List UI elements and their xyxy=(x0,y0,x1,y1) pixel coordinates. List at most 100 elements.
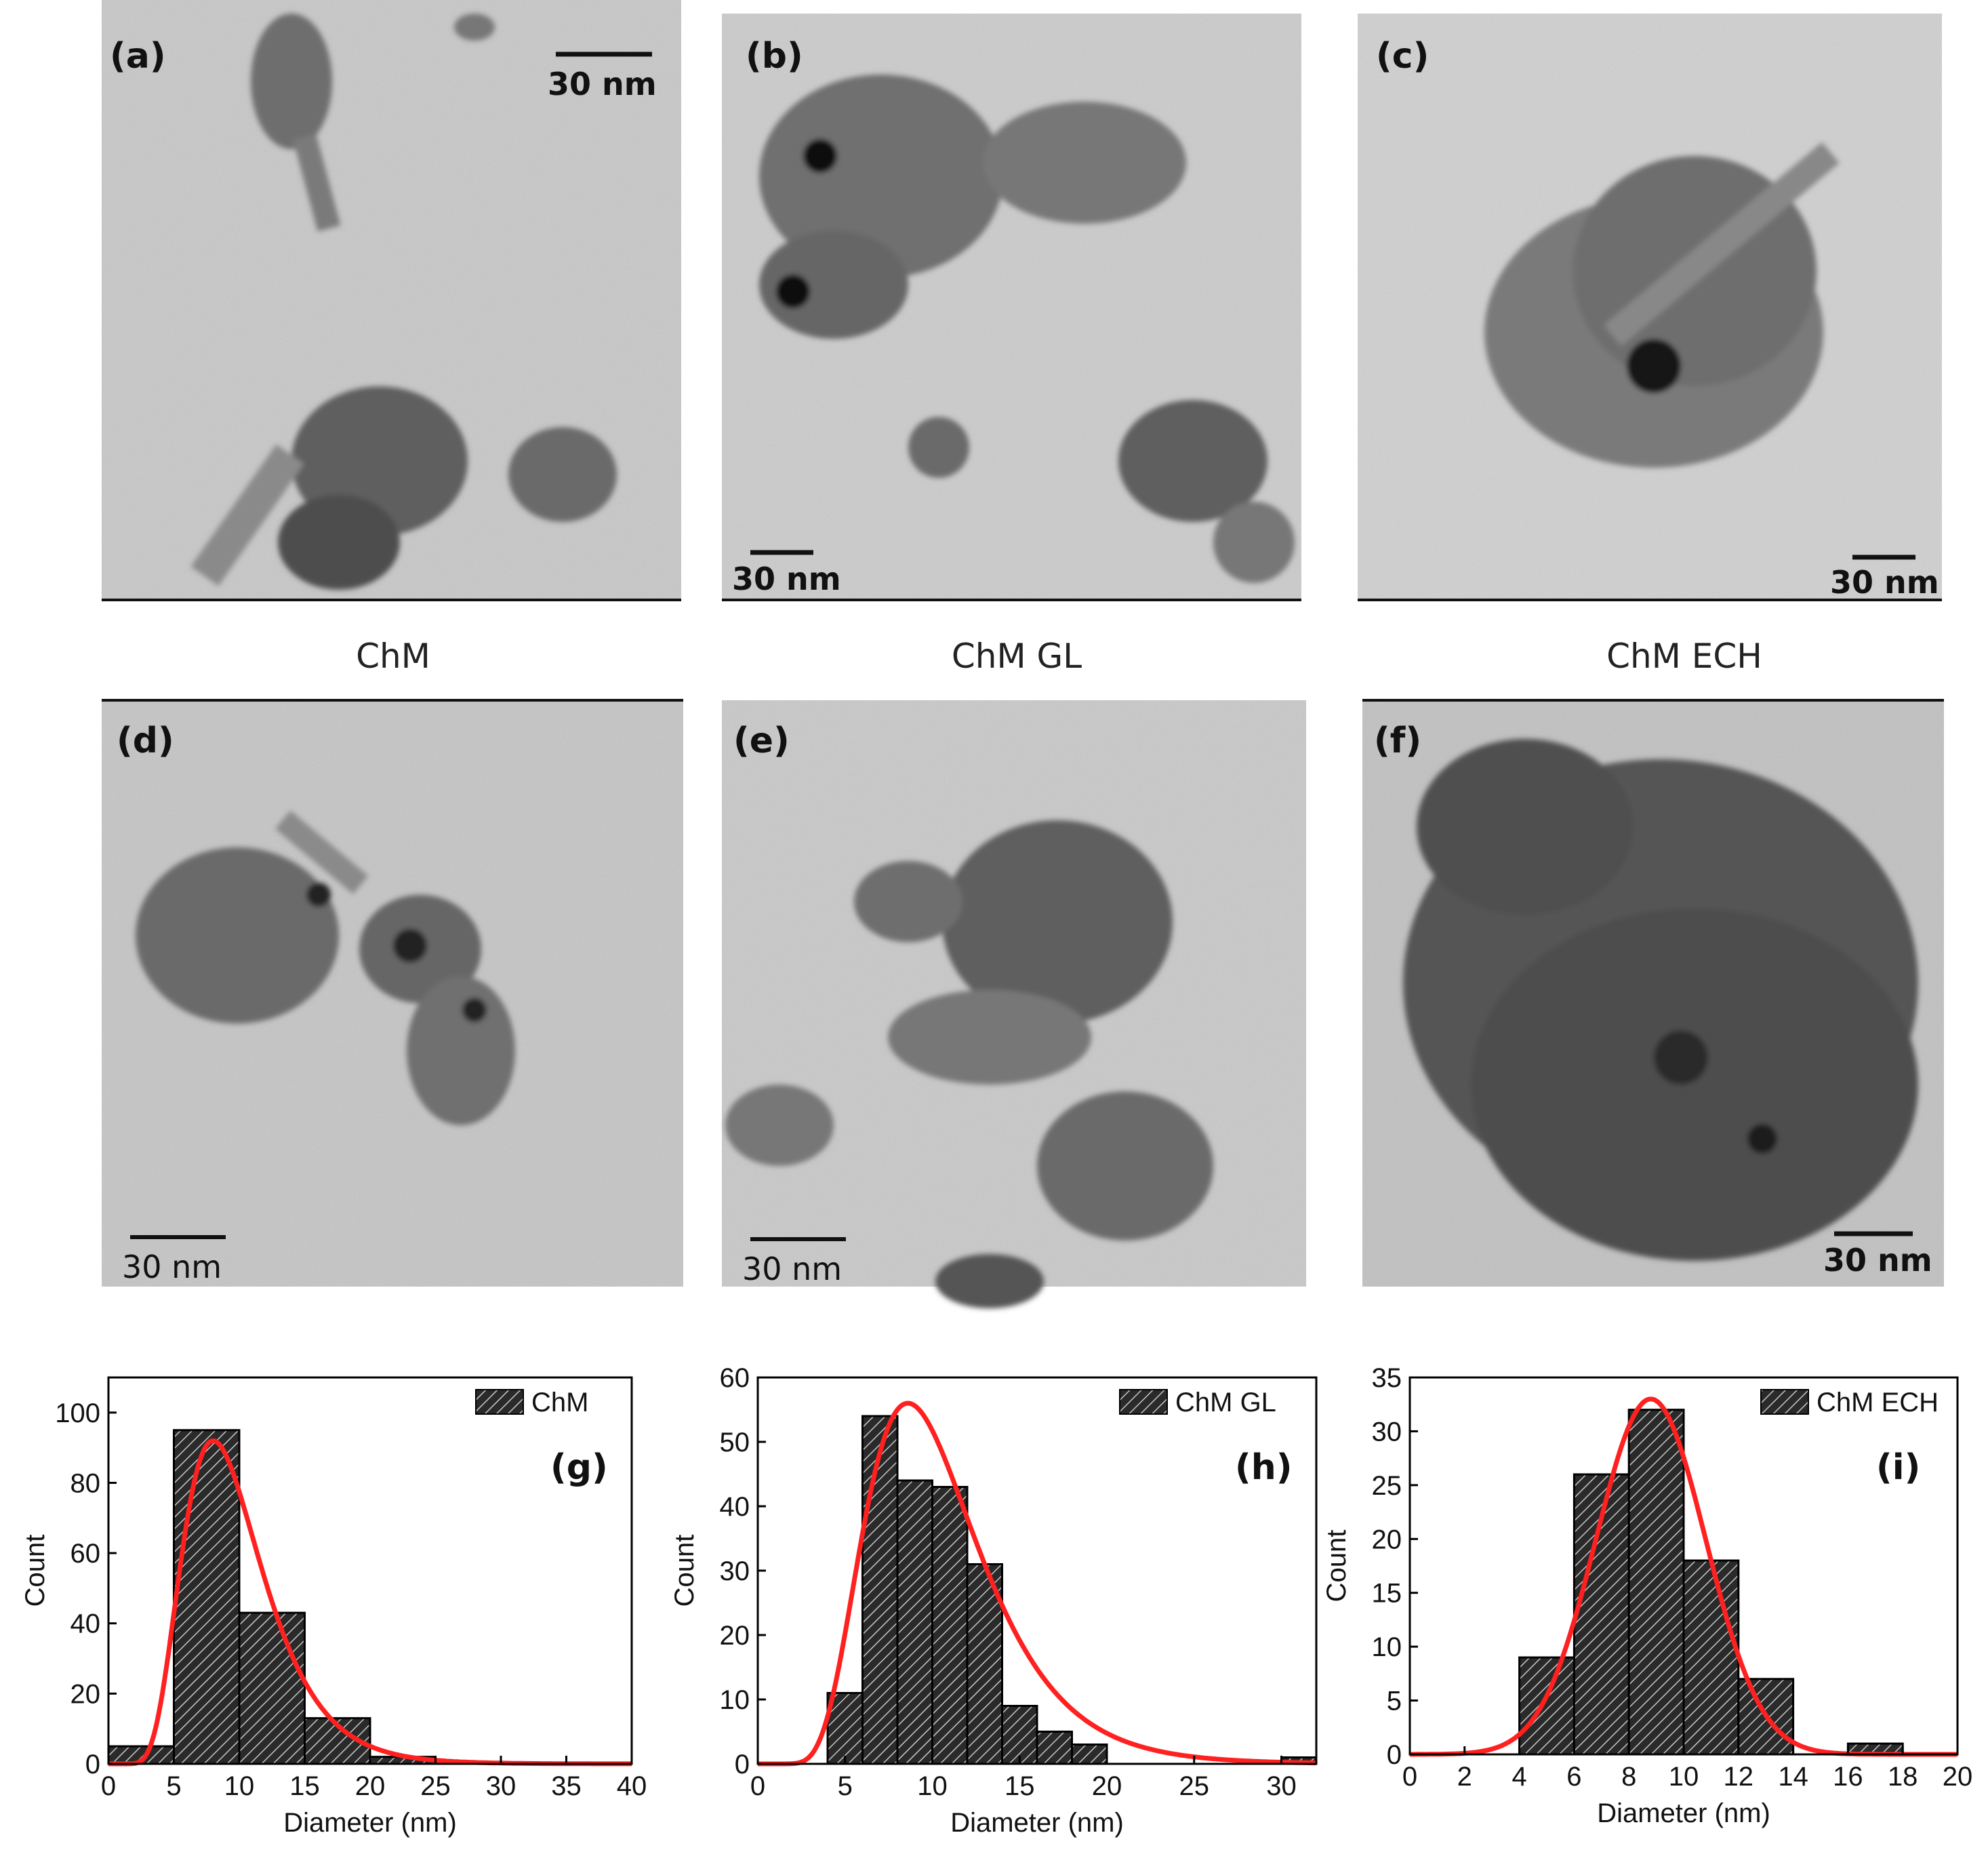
y-tick-label: 20 xyxy=(70,1679,101,1709)
x-tick-label: 30 xyxy=(1266,1771,1297,1801)
particle-cluster xyxy=(136,810,515,1125)
y-tick-label: 10 xyxy=(1372,1632,1402,1662)
panel-label: (b) xyxy=(746,36,803,77)
particle-cluster xyxy=(725,820,1213,1308)
histogram-chart-chm-gl: 0 5 10 15 20 25 30 0 10 20 30 40 50 60 Diameter (nm) Co… xyxy=(670,1363,1318,1838)
x-axis-label: Diameter (nm) xyxy=(1597,1798,1770,1828)
x-axis-label: Diameter (nm) xyxy=(283,1808,457,1838)
x-tick-label: 16 xyxy=(1833,1762,1863,1792)
tem-panel-d: (d) 30 nm xyxy=(102,699,683,1287)
x-tick-label: 10 xyxy=(1669,1762,1699,1792)
scale-label: 30 nm xyxy=(1823,1242,1932,1278)
x-tick-label: 20 xyxy=(1092,1771,1122,1801)
x-tick-label: 15 xyxy=(289,1771,320,1801)
particle-cluster xyxy=(190,14,617,590)
tem-panel-f: (f) 30 nm xyxy=(1362,699,1944,1287)
x-tick-label: 6 xyxy=(1566,1762,1581,1792)
particle-cluster xyxy=(1403,739,1918,1261)
x-tick-label: 5 xyxy=(838,1771,853,1801)
x-tick-label: 25 xyxy=(420,1771,451,1801)
tem-panel-c: (c) 30 nm xyxy=(1358,14,1942,601)
x-tick-label: 20 xyxy=(1943,1762,1973,1792)
chart-panel-label: (i) xyxy=(1876,1447,1920,1488)
scale-label: 30 nm xyxy=(122,1249,222,1285)
x-tick-label: 30 xyxy=(486,1771,516,1801)
y-tick-label: 80 xyxy=(70,1468,101,1498)
y-tick-label: 20 xyxy=(720,1621,750,1651)
x-tick-label: 15 xyxy=(1005,1771,1035,1801)
histogram-bar xyxy=(1518,1656,1575,1756)
y-tick-label: 20 xyxy=(1372,1525,1402,1554)
x-tick-label: 14 xyxy=(1778,1762,1808,1792)
x-tick-label: 5 xyxy=(166,1771,181,1801)
legend-label: ChM GL xyxy=(1175,1388,1276,1417)
scale-label: 30 nm xyxy=(548,66,657,102)
legend-swatch xyxy=(1119,1389,1168,1415)
histogram-bar xyxy=(1682,1559,1740,1756)
panel-label: (f) xyxy=(1374,721,1421,761)
y-tick-label: 0 xyxy=(85,1750,100,1779)
y-tick-label: 0 xyxy=(735,1750,750,1779)
x-tick-label: 40 xyxy=(617,1771,647,1801)
x-tick-label: 2 xyxy=(1457,1762,1472,1792)
scale-label: 30 nm xyxy=(732,561,841,597)
histogram-chart-chm-ech: 0 2 4 6 8 10 12 14 16 18 20 0 5 10 15 20 25 30 35 Diameter … xyxy=(1322,1363,1972,1828)
caption-chm-gl: ChM GL xyxy=(952,637,1082,676)
x-tick-label: 8 xyxy=(1621,1762,1636,1792)
x-tick-label: 0 xyxy=(101,1771,116,1801)
y-tick-label: 60 xyxy=(70,1539,101,1569)
panel-label: (d) xyxy=(117,721,174,761)
histogram-bar xyxy=(1001,1705,1038,1765)
y-tick-label: 5 xyxy=(1387,1687,1402,1716)
y-tick-label: 40 xyxy=(720,1492,750,1522)
x-tick-label: 18 xyxy=(1888,1762,1918,1792)
panel-label: (c) xyxy=(1376,36,1429,77)
x-tick-label: 10 xyxy=(224,1771,255,1801)
y-tick-label: 35 xyxy=(1372,1363,1402,1393)
x-tick-label: 0 xyxy=(750,1771,765,1801)
y-tick-label: 100 xyxy=(55,1398,100,1428)
particle-cluster xyxy=(759,75,1295,583)
legend-label: ChM ECH xyxy=(1817,1388,1939,1417)
y-tick-label: 15 xyxy=(1372,1579,1402,1609)
caption-chm-ech: ChM ECH xyxy=(1606,637,1762,676)
tem-panel-b: (b) 30 nm xyxy=(722,14,1301,601)
fit-curve xyxy=(757,1400,1317,1767)
x-tick-label: 35 xyxy=(551,1771,582,1801)
chart-panel-label: (h) xyxy=(1235,1447,1293,1488)
y-tick-label: 60 xyxy=(720,1363,750,1393)
y-tick-label: 10 xyxy=(720,1685,750,1715)
scale-label: 30 nm xyxy=(1830,564,1939,601)
y-axis-label: Count xyxy=(20,1535,50,1607)
histogram-bar xyxy=(931,1486,969,1765)
scale-label: 30 nm xyxy=(742,1251,842,1287)
panel-label: (a) xyxy=(110,36,166,77)
caption-chm: ChM xyxy=(356,637,430,676)
y-tick-label: 30 xyxy=(1372,1417,1402,1447)
chart-panel-label: (g) xyxy=(550,1447,608,1488)
x-tick-label: 10 xyxy=(917,1771,948,1801)
histogram-bar xyxy=(173,1429,241,1765)
tem-panel-a: (a) 30 nm xyxy=(102,0,681,601)
y-axis-label: Count xyxy=(670,1535,699,1607)
legend-swatch xyxy=(1760,1389,1809,1415)
histogram-bar xyxy=(1036,1731,1073,1765)
y-tick-label: 25 xyxy=(1372,1471,1402,1501)
histogram-bar xyxy=(1737,1678,1795,1756)
histogram-chart-chm: 0 5 10 15 20 25 30 35 40 0 20 40 60 80 100 Diameter (nm… xyxy=(20,1376,647,1838)
tem-panel-e: (e) 30 nm xyxy=(722,700,1306,1308)
histogram-bar xyxy=(238,1611,306,1765)
x-tick-label: 4 xyxy=(1512,1762,1526,1792)
x-tick-label: 20 xyxy=(355,1771,386,1801)
histogram-bar xyxy=(1071,1744,1108,1765)
histogram-bar xyxy=(1627,1409,1685,1756)
panel-label: (e) xyxy=(733,721,790,761)
x-axis-label: Diameter (nm) xyxy=(950,1808,1124,1838)
x-tick-label: 0 xyxy=(1402,1762,1417,1792)
histogram-bar xyxy=(861,1415,899,1765)
y-axis-label: Count xyxy=(1322,1530,1352,1603)
y-tick-label: 30 xyxy=(720,1556,750,1586)
x-tick-label: 12 xyxy=(1724,1762,1754,1792)
particle-cluster xyxy=(1484,142,1840,468)
